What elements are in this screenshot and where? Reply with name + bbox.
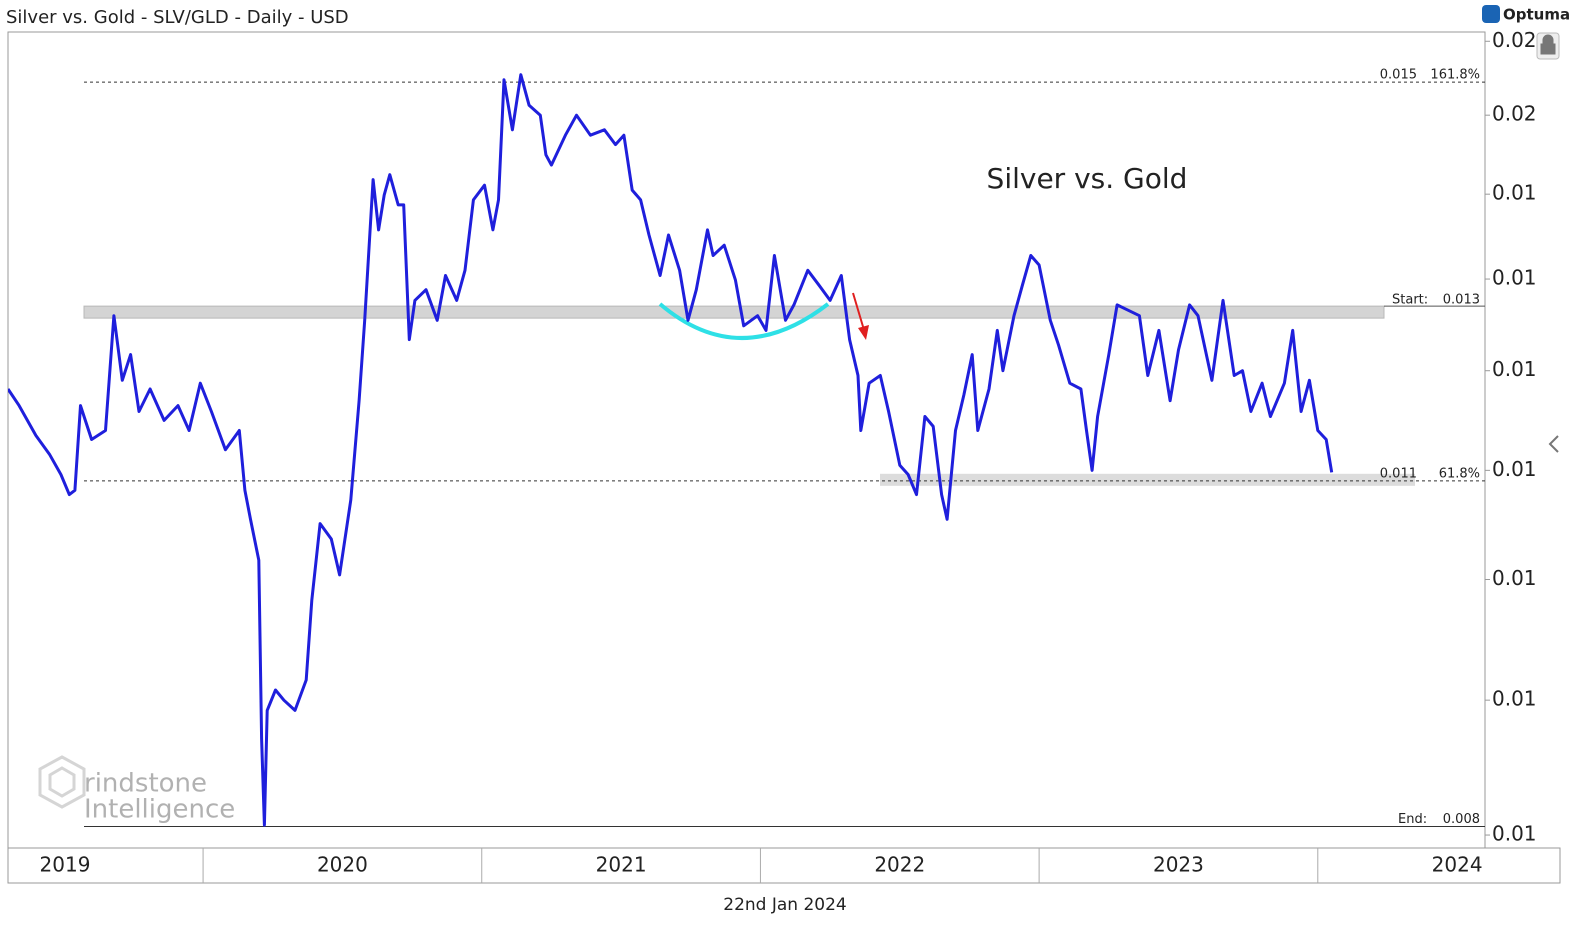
plot-frame [7,31,1486,849]
y-tick-label: 0.01 [1492,687,1537,711]
watermark: rindstone Intelligence [38,755,235,825]
arrow-annotation [852,292,865,331]
date-label: 22nd Jan 2024 [723,895,846,915]
level-name: 161.8% [1430,68,1480,83]
x-tick-label: 2019 [40,853,91,877]
level-name: Start: [1392,293,1428,308]
y-tick-label: 0.02 [1492,102,1537,126]
level-value: 0.015 [1380,68,1417,83]
lock-icon [1540,34,1556,55]
y-tick-label: 0.01 [1492,266,1537,290]
brand: Optuma [1503,6,1570,24]
series-line [8,73,1334,827]
level-value: 0.008 [1443,812,1480,827]
watermark-logo [38,755,86,809]
y-tick-label: 0.01 [1492,357,1537,381]
y-tick-label: 0.01 [1492,566,1537,590]
level-name: 61.8% [1439,466,1480,481]
arrow-head [858,325,869,340]
level-value: 0.013 [1443,293,1480,308]
x-tick-label: 2022 [874,853,925,877]
level-value: 0.011 [1380,466,1417,481]
collapse-handle[interactable] [1548,435,1559,453]
chart-title: Silver vs. Gold - SLV/GLD - Daily - USD [6,7,349,28]
y-tick-label: 0.02 [1492,28,1537,52]
rounded-top-annotation [658,302,830,340]
watermark-text: Intelligence [84,795,235,825]
series-label: Silver vs. Gold [987,162,1188,195]
y-tick-label: 0.01 [1492,822,1537,846]
brand-icon [1482,5,1500,23]
x-tick-label: 2020 [317,853,368,877]
level-band [880,473,1415,486]
x-tick-label: 2021 [596,853,647,877]
x-tick-label: 2023 [1153,853,1204,877]
plot-area [8,73,1334,827]
level-name: End: [1398,812,1427,827]
watermark-text: rindstone [84,769,207,799]
y-tick-label: 0.01 [1492,457,1537,481]
x-tick-label: 2024 [1432,853,1483,877]
x-axis-frame [7,847,1561,884]
y-tick-label: 0.01 [1492,181,1537,205]
